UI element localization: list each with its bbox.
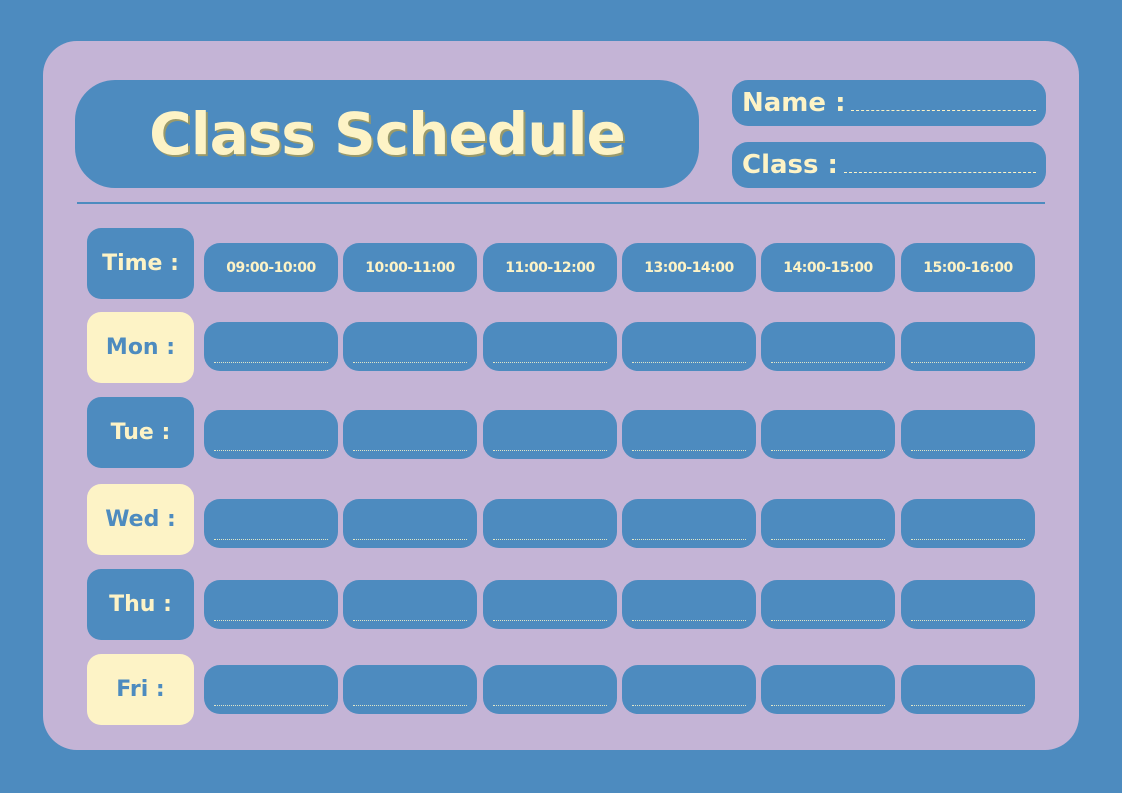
schedule-cell[interactable] bbox=[483, 580, 617, 629]
entry-line bbox=[214, 539, 328, 540]
time-slot-header: 09:00-10:00 bbox=[204, 243, 338, 292]
entry-line bbox=[771, 450, 885, 451]
time-slot-header: 11:00-12:00 bbox=[483, 243, 617, 292]
entry-line bbox=[771, 705, 885, 706]
time-slot-header: 14:00-15:00 bbox=[761, 243, 895, 292]
schedule-cell[interactable] bbox=[761, 410, 895, 459]
schedule-cell[interactable] bbox=[622, 322, 756, 371]
entry-line bbox=[911, 362, 1025, 363]
entry-line bbox=[493, 539, 607, 540]
schedule-cell[interactable] bbox=[761, 665, 895, 714]
schedule-cell[interactable] bbox=[483, 665, 617, 714]
entry-line bbox=[911, 539, 1025, 540]
schedule-cell[interactable] bbox=[343, 322, 477, 371]
schedule-cell[interactable] bbox=[204, 322, 338, 371]
schedule-cell[interactable] bbox=[204, 665, 338, 714]
schedule-cell[interactable] bbox=[483, 410, 617, 459]
entry-line bbox=[911, 705, 1025, 706]
time-label: Time : bbox=[87, 228, 194, 299]
entry-line bbox=[214, 705, 328, 706]
entry-line bbox=[771, 620, 885, 621]
time-slot-header: 13:00-14:00 bbox=[622, 243, 756, 292]
entry-line bbox=[493, 450, 607, 451]
entry-line bbox=[214, 362, 328, 363]
schedule-cell[interactable] bbox=[622, 665, 756, 714]
entry-line bbox=[632, 362, 746, 363]
schedule-cell[interactable] bbox=[761, 580, 895, 629]
entry-line bbox=[214, 450, 328, 451]
divider bbox=[77, 202, 1045, 204]
schedule-cell[interactable] bbox=[901, 499, 1035, 548]
page-title: Class Schedule bbox=[75, 80, 699, 188]
entry-line bbox=[911, 620, 1025, 621]
schedule-cell[interactable] bbox=[761, 322, 895, 371]
schedule-cell[interactable] bbox=[761, 499, 895, 548]
entry-line bbox=[353, 620, 467, 621]
entry-line bbox=[771, 539, 885, 540]
entry-line bbox=[911, 450, 1025, 451]
entry-line bbox=[771, 362, 885, 363]
schedule-cell[interactable] bbox=[204, 580, 338, 629]
entry-line bbox=[632, 620, 746, 621]
entry-line bbox=[214, 620, 328, 621]
entry-line bbox=[353, 362, 467, 363]
schedule-cell[interactable] bbox=[343, 665, 477, 714]
entry-line bbox=[632, 539, 746, 540]
schedule-cell[interactable] bbox=[483, 499, 617, 548]
name-field[interactable]: Name : bbox=[732, 80, 1046, 126]
schedule-cell[interactable] bbox=[343, 580, 477, 629]
schedule-cell[interactable] bbox=[343, 499, 477, 548]
time-slot-header: 10:00-11:00 bbox=[343, 243, 477, 292]
schedule-cell[interactable] bbox=[483, 322, 617, 371]
entry-line bbox=[632, 705, 746, 706]
schedule-cell[interactable] bbox=[901, 410, 1035, 459]
entry-line bbox=[493, 705, 607, 706]
schedule-cell[interactable] bbox=[204, 499, 338, 548]
schedule-cell[interactable] bbox=[901, 322, 1035, 371]
class-input-line[interactable] bbox=[843, 171, 1036, 173]
schedule-cell[interactable] bbox=[622, 580, 756, 629]
entry-line bbox=[493, 620, 607, 621]
time-slot-header: 15:00-16:00 bbox=[901, 243, 1035, 292]
entry-line bbox=[632, 450, 746, 451]
schedule-cell[interactable] bbox=[901, 665, 1035, 714]
schedule-cell[interactable] bbox=[901, 580, 1035, 629]
schedule-cell[interactable] bbox=[343, 410, 477, 459]
schedule-cell[interactable] bbox=[622, 410, 756, 459]
day-label: Fri : bbox=[87, 654, 194, 725]
name-input-line[interactable] bbox=[851, 109, 1036, 111]
entry-line bbox=[353, 539, 467, 540]
day-label: Tue : bbox=[87, 397, 194, 468]
class-field[interactable]: Class : bbox=[732, 142, 1046, 188]
day-label: Wed : bbox=[87, 484, 194, 555]
class-label: Class : bbox=[742, 150, 838, 180]
entry-line bbox=[353, 450, 467, 451]
name-label: Name : bbox=[742, 88, 846, 118]
day-label: Mon : bbox=[87, 312, 194, 383]
schedule-cell[interactable] bbox=[204, 410, 338, 459]
entry-line bbox=[493, 362, 607, 363]
day-label: Thu : bbox=[87, 569, 194, 640]
schedule-cell[interactable] bbox=[622, 499, 756, 548]
entry-line bbox=[353, 705, 467, 706]
